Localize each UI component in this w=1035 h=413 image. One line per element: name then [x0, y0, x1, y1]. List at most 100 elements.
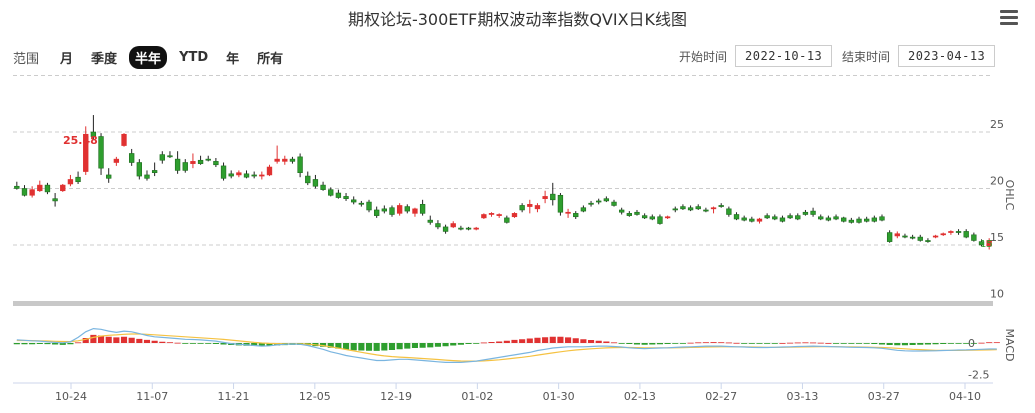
- y-tick-label: 15: [990, 231, 1004, 244]
- macd-bar: [465, 343, 472, 344]
- macd-bar: [917, 343, 924, 345]
- range-button-year[interactable]: 年: [226, 51, 240, 67]
- macd-bar: [802, 342, 809, 344]
- candle-body: [772, 216, 778, 220]
- macd-bar: [365, 343, 373, 351]
- candle-body: [687, 207, 694, 211]
- x-tick-label: 03-27: [868, 390, 900, 403]
- candle-body: [243, 173, 250, 178]
- candle-body: [802, 211, 809, 215]
- chart-title: 期权论坛-300ETF期权波动率指数QVIX日K线图: [347, 10, 688, 29]
- macd-bar: [480, 342, 487, 344]
- candle-body: [351, 199, 357, 203]
- candle-body: [320, 184, 326, 190]
- macd-bar: [840, 343, 847, 344]
- macd-bar: [29, 343, 36, 345]
- candle-body: [450, 223, 456, 228]
- macd-bar: [189, 343, 196, 344]
- hamburger-menu-icon[interactable]: [1000, 10, 1018, 26]
- candle-body: [649, 216, 655, 220]
- macd-bar: [97, 335, 105, 343]
- macd-bar: [526, 338, 533, 343]
- candle-body: [44, 184, 51, 193]
- start-date-label: 开始时间: [679, 49, 728, 64]
- candle-body: [174, 158, 181, 171]
- candle-body: [159, 154, 165, 161]
- candle-body: [496, 214, 502, 216]
- candle-body: [909, 236, 916, 239]
- candle-body: [557, 194, 564, 213]
- candle-body: [925, 240, 931, 242]
- macd-bar: [947, 343, 954, 344]
- candle-body: [733, 214, 740, 220]
- macd-bar: [327, 343, 334, 348]
- macd-bar: [664, 343, 671, 344]
- macd-bar: [503, 340, 510, 343]
- candle-body: [703, 209, 709, 212]
- macd-bar: [978, 342, 985, 344]
- macd-bar: [710, 342, 717, 343]
- candle-body: [825, 217, 832, 221]
- macd-bar: [848, 343, 855, 344]
- macd-bar: [610, 342, 618, 344]
- macd-bar: [166, 342, 174, 344]
- macd-bar: [909, 343, 916, 345]
- candle-body: [603, 198, 610, 202]
- candle-body: [787, 215, 793, 219]
- macd-bar: [212, 343, 219, 344]
- macd-bar: [549, 336, 556, 343]
- macd-bar: [878, 343, 886, 345]
- macd-bar: [603, 341, 610, 343]
- macd-bar: [373, 343, 380, 351]
- macd-bar: [67, 343, 74, 345]
- macd-axis-title: MACD: [1003, 329, 1016, 362]
- candle-body: [481, 214, 487, 219]
- candle-body: [67, 179, 74, 185]
- macd-bar: [794, 342, 801, 344]
- macd-bar: [725, 342, 732, 344]
- candle-body: [519, 205, 525, 211]
- candle-body: [664, 216, 671, 219]
- macd-bar: [595, 340, 602, 343]
- macd-bar: [496, 341, 503, 343]
- candle-body: [527, 204, 533, 207]
- macd-bar: [779, 343, 786, 344]
- candle-body: [634, 211, 640, 215]
- macd-bar: [404, 343, 411, 349]
- candle-body: [917, 236, 923, 241]
- candle-body: [274, 158, 280, 162]
- x-tick-label: 01-30: [543, 390, 575, 403]
- macd-bar: [251, 343, 258, 346]
- macd-bar: [13, 343, 20, 345]
- candle-body: [197, 159, 204, 164]
- x-tick-label: 03-13: [786, 390, 818, 403]
- candle-body: [29, 189, 35, 196]
- macd-bar: [473, 343, 480, 344]
- macd-bar: [687, 342, 694, 344]
- axis-layer: 10 15 20 25 OHLC MACD 25.48 15 -2.5 0 10-24 11-07 11…: [13, 118, 1016, 403]
- candle-body: [75, 176, 81, 183]
- range-button-month[interactable]: 月: [60, 51, 74, 67]
- macd-bar: [633, 343, 641, 345]
- candle-body: [442, 226, 449, 232]
- macd-bar: [963, 343, 970, 344]
- range-button-all[interactable]: 所有: [257, 51, 284, 67]
- macd-bar: [450, 343, 457, 346]
- start-date-input[interactable]: 2022-10-13: [735, 45, 833, 67]
- candle-body: [565, 211, 571, 214]
- end-date-input[interactable]: 2023-04-13: [898, 45, 996, 67]
- candle-body: [856, 218, 862, 223]
- candle-body: [259, 174, 265, 177]
- candle-body: [504, 217, 510, 223]
- candle-body: [220, 165, 227, 179]
- macd-bar: [534, 337, 541, 343]
- candle-body: [366, 201, 372, 211]
- range-button-ytd[interactable]: YTD: [179, 49, 209, 65]
- range-button-half-year[interactable]: 半年: [129, 45, 168, 69]
- candle-body: [435, 223, 441, 228]
- candle-body: [726, 208, 732, 215]
- macd-bar: [511, 339, 518, 343]
- candle-body: [542, 196, 548, 199]
- range-button-quarter[interactable]: 季度: [91, 51, 118, 67]
